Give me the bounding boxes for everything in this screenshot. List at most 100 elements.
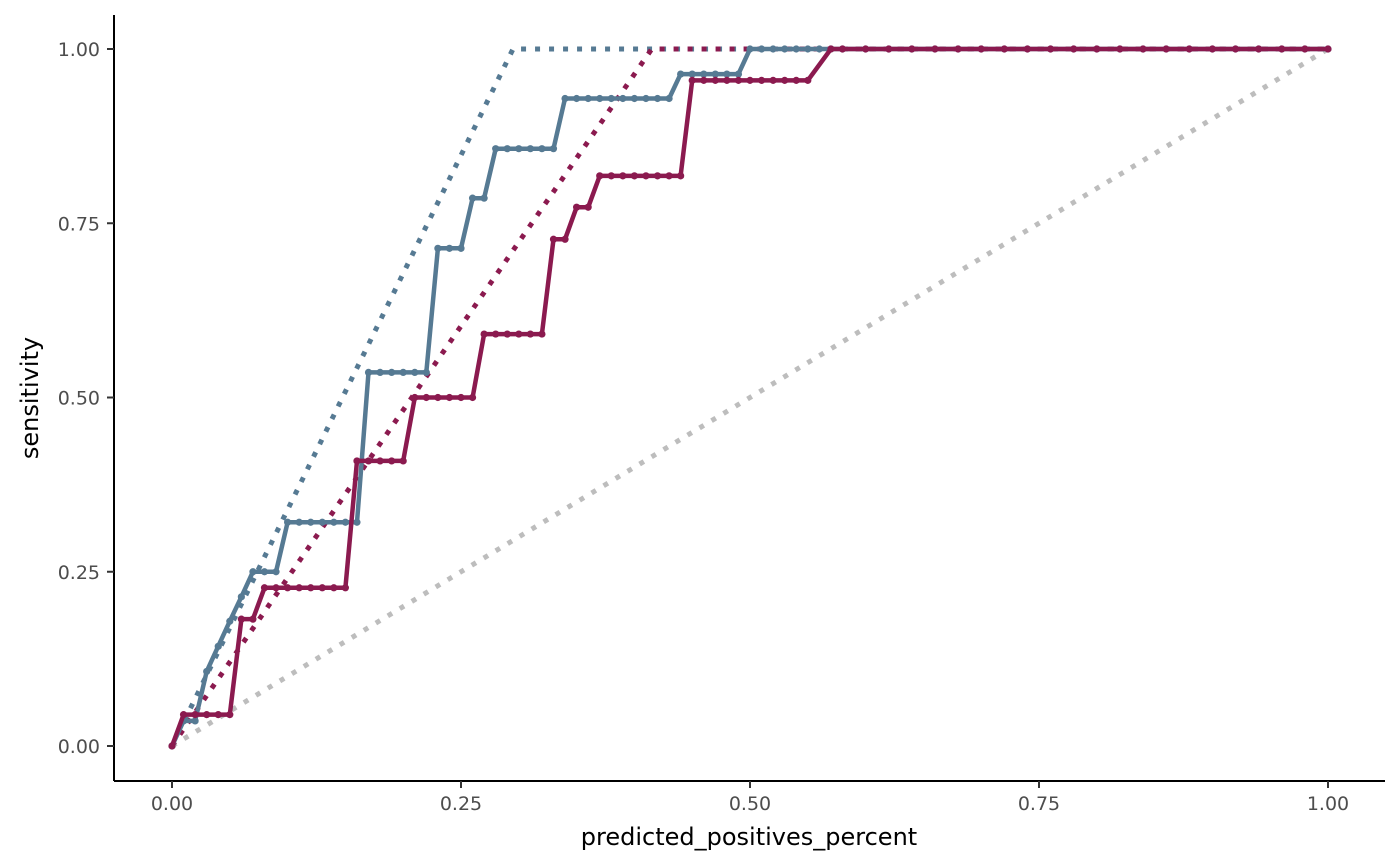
data-point [457, 393, 465, 402]
data-point [168, 742, 176, 750]
data-point [399, 368, 407, 377]
data-point [781, 76, 789, 84]
data-point [596, 94, 604, 103]
data-point [642, 94, 650, 103]
data-point [364, 368, 373, 377]
data-point [364, 457, 373, 465]
data-point [653, 172, 662, 180]
data-point [584, 203, 592, 211]
data-point [584, 94, 592, 103]
data-point [1116, 45, 1124, 53]
data-point [688, 76, 696, 84]
data-point [468, 194, 477, 202]
data-point [734, 76, 743, 84]
data-point [630, 94, 639, 103]
y-tick-label: 0.25 [58, 562, 100, 584]
data-point [665, 172, 673, 180]
data-point [619, 172, 627, 180]
data-point [792, 45, 800, 53]
data-point [1185, 45, 1193, 53]
data-point [827, 45, 835, 53]
x-tick-label: 0.50 [729, 793, 771, 815]
data-point [284, 584, 292, 592]
data-point [307, 518, 315, 526]
x-tick-label: 0.00 [151, 793, 193, 815]
data-point [954, 45, 962, 53]
data-point [203, 711, 211, 719]
data-point [295, 518, 303, 526]
data-point [838, 45, 847, 53]
data-point [411, 393, 419, 402]
data-point [492, 330, 500, 338]
data-point [607, 172, 615, 180]
data-point [1000, 45, 1008, 53]
data-point [862, 45, 870, 53]
data-point [376, 457, 384, 465]
series-layer [168, 45, 1332, 750]
data-point [318, 584, 326, 592]
data-point [330, 518, 338, 526]
data-point [769, 45, 777, 53]
data-point [330, 584, 338, 592]
data-point [1208, 45, 1216, 53]
data-point [295, 584, 303, 592]
x-ticks: 0.00 0.25 0.50 0.75 1.00 [151, 781, 1349, 815]
data-point [688, 70, 696, 78]
data-point [723, 70, 731, 78]
data-point [376, 368, 384, 377]
data-point [249, 568, 257, 576]
data-point [411, 368, 419, 377]
data-point [237, 593, 245, 601]
data-point [538, 330, 546, 338]
data-point [226, 711, 234, 719]
data-point [492, 145, 500, 153]
data-point [1093, 45, 1101, 53]
data-point [746, 45, 754, 53]
data-point [1324, 45, 1332, 53]
data-point [503, 330, 511, 338]
data-point [480, 194, 488, 202]
data-point [191, 717, 199, 725]
data-point [1278, 45, 1286, 53]
data-point [480, 330, 488, 338]
x-tick-label: 1.00 [1307, 793, 1349, 815]
data-point [434, 393, 442, 402]
data-point [700, 70, 708, 78]
data-point [677, 172, 685, 180]
data-point [1139, 45, 1147, 53]
data-point [1070, 45, 1078, 53]
data-point [781, 45, 789, 53]
data-point [677, 70, 685, 78]
data-point [630, 172, 639, 180]
data-point [434, 244, 442, 252]
data-point [526, 330, 534, 338]
data-point [1046, 45, 1055, 53]
data-point [272, 568, 280, 576]
data-point [399, 457, 407, 465]
data-point [1231, 45, 1240, 53]
data-point [468, 393, 477, 402]
data-point [341, 518, 349, 526]
data-point [1023, 45, 1032, 53]
data-point [549, 145, 558, 153]
data-point [1162, 45, 1170, 53]
data-point [815, 45, 823, 53]
data-point [1301, 45, 1309, 53]
data-point [723, 76, 731, 84]
data-point [191, 711, 199, 719]
data-point [214, 642, 222, 650]
data-point [226, 617, 234, 625]
data-point [260, 568, 269, 576]
data-point [561, 235, 569, 243]
data-point [573, 203, 581, 211]
data-point [757, 45, 766, 53]
data-point [341, 584, 349, 592]
data-point [1255, 45, 1263, 53]
data-point [711, 76, 719, 84]
data-point [757, 76, 766, 84]
y-axis-title: sensitivity [16, 337, 44, 459]
y-tick-label: 0.50 [58, 388, 100, 410]
data-point [445, 393, 454, 402]
data-point [526, 145, 534, 153]
